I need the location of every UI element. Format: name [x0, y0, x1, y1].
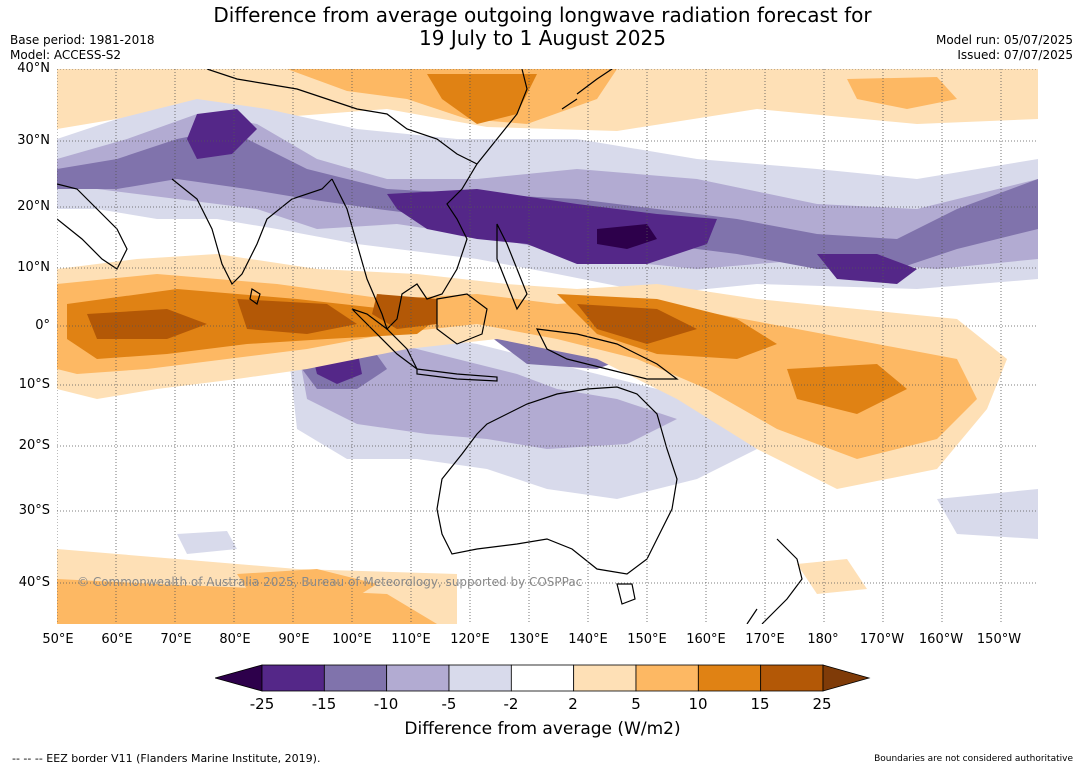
meta-right: Model run: 05/07/2025 Issued: 07/07/2025	[936, 33, 1073, 63]
colorbar-tick: 5	[631, 695, 641, 713]
coastline-tasmania	[616, 583, 636, 605]
model-run: Model run: 05/07/2025	[935, 33, 1073, 47]
anomaly-field	[937, 489, 1038, 539]
lon-label: 50°E	[42, 632, 74, 647]
lat-label: 30°N	[17, 133, 50, 148]
coastline-india	[171, 178, 333, 286]
anomaly-field	[297, 339, 677, 449]
gridlines	[57, 69, 1038, 624]
title-line-2: 19 July to 1 August 2025	[419, 26, 666, 50]
anomaly-field	[797, 559, 867, 594]
anomaly-field	[847, 77, 957, 109]
colorbar-tick: -2	[503, 695, 519, 713]
lat-label: 40°N	[17, 61, 50, 76]
lon-label: 160°W	[918, 632, 964, 647]
anomaly-field	[187, 109, 257, 159]
eez-legend: -- -- -- EEZ border V11 (Flanders Marine…	[12, 752, 321, 765]
colorbar-tick: -5	[441, 695, 457, 713]
anomaly-field	[597, 224, 657, 249]
lat-label: 10°S	[18, 377, 50, 392]
colorbar-tick: 25	[812, 695, 832, 713]
coastlines	[57, 69, 803, 624]
map-panel	[57, 69, 1038, 624]
coastline-philippines	[496, 223, 528, 311]
lon-label: 110°E	[391, 632, 431, 647]
anomaly-field	[87, 309, 207, 339]
lon-label: 150°W	[976, 632, 1022, 647]
colorbar-tick: -15	[311, 695, 337, 713]
coastline-borneo	[436, 293, 488, 345]
anomaly-field	[57, 579, 437, 624]
colorbar-tick: 2	[568, 695, 578, 713]
map-title: Difference from average outgoing longwav…	[0, 4, 1085, 50]
coastline-new-zealand	[746, 538, 803, 624]
coastline-australia	[436, 386, 678, 575]
lat-label: 30°S	[18, 503, 50, 518]
lon-label: 150°E	[627, 632, 667, 647]
lat-label: 40°S	[18, 575, 50, 590]
coastline-sumatra	[351, 308, 418, 370]
colorbar-tick: -25	[249, 695, 275, 713]
coastline-new-guinea	[535, 328, 679, 380]
anomaly-field	[372, 294, 437, 329]
lon-label: 130°E	[509, 632, 549, 647]
anomaly-field	[787, 364, 907, 414]
lon-label: 170°E	[745, 632, 785, 647]
lon-label: 90°E	[278, 632, 310, 647]
coastline-southeast-asia	[331, 69, 528, 331]
lon-label: 100°E	[332, 632, 372, 647]
colorbar-box	[261, 664, 325, 692]
colorbar-box	[760, 664, 824, 692]
anomaly-field	[237, 299, 357, 334]
lon-label: 70°E	[160, 632, 192, 647]
issued-date: Issued: 07/07/2025	[957, 48, 1073, 62]
base-period: Base period: 1981-2018	[10, 33, 155, 47]
colorbar-extend-left	[215, 664, 263, 692]
lon-label: 60°E	[101, 632, 133, 647]
colorbar-box	[510, 664, 575, 692]
lat-label: 10°N	[17, 260, 50, 275]
colorbar-tick: -10	[373, 695, 399, 713]
lon-label: 170°W	[859, 632, 905, 647]
lon-label: 180°	[807, 632, 839, 647]
colorbar-box	[386, 664, 450, 692]
coastline-japan	[561, 69, 613, 110]
title-line-1: Difference from average outgoing longwav…	[213, 3, 872, 27]
colorbar-extend-right	[822, 664, 871, 692]
lon-label: 80°E	[219, 632, 251, 647]
colorbar-tick: 10	[688, 695, 708, 713]
anomaly-field	[237, 569, 377, 609]
anomaly-field	[57, 129, 1038, 269]
anomaly-fields	[57, 69, 1038, 624]
anomaly-field	[817, 254, 917, 284]
anomaly-field	[427, 74, 537, 124]
colorbar-box	[323, 664, 388, 692]
colorbar-box	[635, 664, 699, 692]
colorbar-tick: 15	[750, 695, 770, 713]
lat-label: 0°	[35, 318, 50, 333]
colorbar-box	[697, 664, 762, 692]
lon-label: 140°E	[568, 632, 608, 647]
anomaly-field	[577, 304, 697, 344]
coastline-arabia	[57, 183, 128, 270]
coastline-sri-lanka	[249, 288, 261, 305]
coastline-java	[416, 368, 498, 382]
lon-label: 160°E	[686, 632, 726, 647]
colorbar	[215, 664, 871, 692]
colorbar-boxes	[261, 664, 824, 692]
lon-label: 120°E	[450, 632, 490, 647]
map-svg	[57, 69, 1038, 624]
coastline-china	[206, 69, 478, 165]
colorbar-box	[573, 664, 637, 692]
model-name: Model: ACCESS-S2	[10, 48, 122, 62]
meta-left: Base period: 1981-2018 Model: ACCESS-S2	[10, 33, 155, 63]
lat-label: 20°N	[17, 199, 50, 214]
boundary-disclaimer: Boundaries are not considered authoritat…	[874, 754, 1073, 764]
anomaly-field	[177, 531, 237, 554]
colorbar-box	[448, 664, 512, 692]
lat-label: 20°S	[18, 438, 50, 453]
colorbar-label: Difference from average (W/m2)	[404, 719, 681, 739]
copyright-notice: © Commonwealth of Australia 2025, Bureau…	[77, 575, 583, 589]
